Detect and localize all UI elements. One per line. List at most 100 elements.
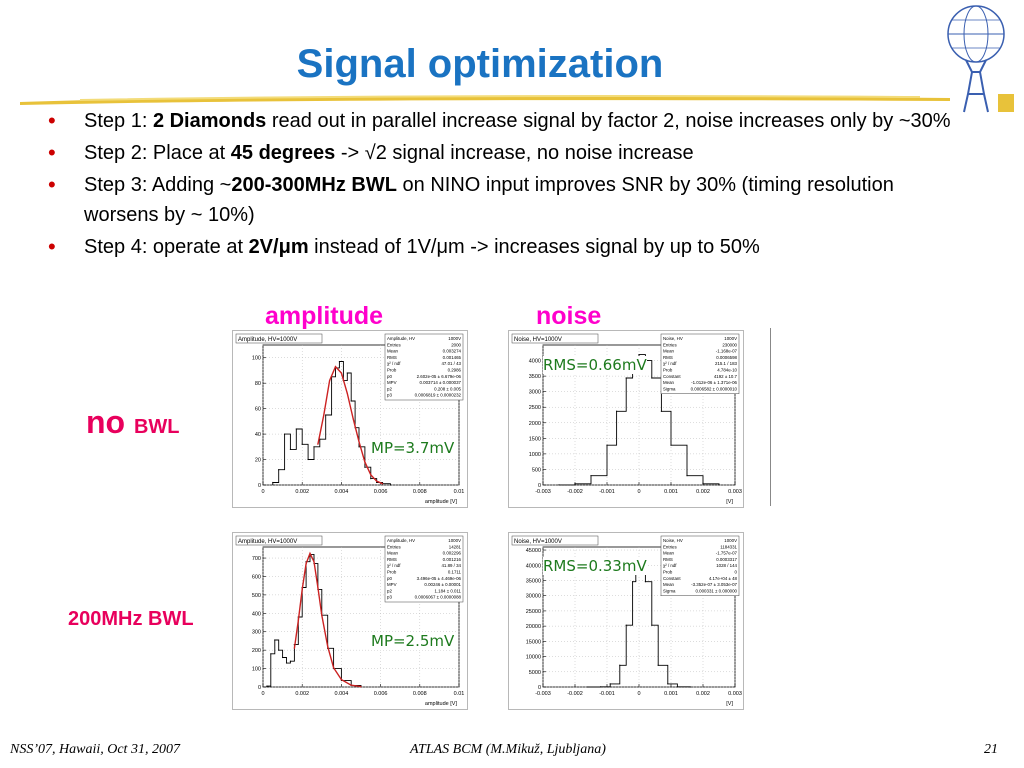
stats-value: 47.01 / 43 [441, 361, 461, 366]
stats-key: Mean [663, 582, 675, 587]
stats-key: p0 [387, 576, 392, 581]
x-axis-label: [V] [726, 499, 733, 505]
fit-point [364, 461, 366, 463]
plot-title-box [235, 535, 323, 546]
plot-title: Noise, HV=1000V [514, 539, 562, 545]
y-tick-label: 0 [258, 685, 261, 691]
stats-value: 0.001216 [443, 557, 462, 562]
stats-key: Sigma [663, 588, 676, 593]
data-point [266, 685, 268, 687]
stats-key: Prob [663, 368, 673, 373]
fit-curve [317, 365, 383, 485]
fit-point [332, 667, 335, 669]
y-tick-label: 200 [252, 648, 261, 654]
stats-key: Mean [663, 380, 675, 385]
x-tick-label: 0.01 [454, 489, 465, 495]
x-tick-label: 0.002 [696, 691, 710, 697]
stats-value: 0.002296 [443, 551, 462, 556]
fit-point [313, 561, 315, 563]
stats-key: Mean [387, 349, 399, 354]
data-point [625, 377, 627, 379]
data-point [718, 484, 720, 486]
x-tick-label: 0.004 [335, 489, 349, 495]
data-histogram [266, 553, 362, 687]
y-tick-label: 100 [252, 667, 261, 673]
x-tick-label: 0.001 [664, 489, 678, 495]
stats-key: χ² / ndf [663, 563, 677, 568]
plot-title: Amplitude, HV=1000V [238, 337, 297, 343]
plot-title: Noise, HV=1000V [514, 337, 562, 343]
y-tick-label: 45000 [526, 548, 541, 554]
x-tick-label: -0.002 [567, 691, 583, 697]
bullet-item: • Step 1: 2 Diamonds read out in parallel… [48, 106, 968, 136]
stats-value: 4.784e-10 [717, 368, 737, 373]
x-tick-label: -0.001 [599, 489, 615, 495]
stats-value: 1000V [448, 336, 461, 341]
stats-value: 0.00246 ± 0.00001 [424, 582, 461, 587]
stats-value: 0.001465 [443, 355, 462, 360]
stats-value: -1.168e-07 [716, 349, 738, 354]
stats-value: 0.1711 [448, 570, 462, 575]
data-point [638, 354, 640, 356]
data-point [346, 372, 348, 374]
x-tick-label: -0.003 [535, 691, 551, 697]
stats-key: Entries [387, 544, 401, 549]
stats-value: 1000V [448, 538, 461, 543]
x-tick-label: 0.002 [696, 489, 710, 495]
data-point [285, 662, 288, 664]
y-tick-label: 60 [255, 407, 261, 413]
data-point [313, 446, 315, 448]
data-point [574, 483, 576, 485]
fit-point [327, 645, 329, 648]
y-tick-label: 3000 [529, 390, 541, 396]
y-tick-label: 500 [252, 593, 261, 599]
data-point [283, 433, 286, 435]
x-tick-label: 0.001 [664, 691, 678, 697]
y-tick-label: 300 [252, 630, 261, 636]
data-point [325, 414, 327, 416]
x-tick-label: -0.001 [599, 691, 615, 697]
x-axis-label: amplitude [V] [425, 701, 458, 707]
data-point [657, 664, 659, 666]
annotation-mp-no-bwl: MP=3.7mV [371, 439, 455, 457]
data-point [600, 686, 602, 688]
stats-key: p2 [387, 386, 392, 391]
stats-value: 0 [735, 570, 738, 575]
fit-point [309, 552, 311, 555]
stats-value: 41.89 / 34 [441, 563, 461, 568]
data-point [606, 444, 608, 446]
row-label-200mhz-bwl: 200MHz BWL [68, 608, 194, 630]
stats-value: 3.496e-05 ± 4.469e-06 [417, 576, 462, 581]
data-point [289, 448, 292, 450]
fit-point [346, 392, 348, 394]
y-tick-label: 0 [538, 685, 541, 691]
plot-title-box [511, 333, 599, 344]
y-tick-label: 5000 [529, 670, 541, 676]
stats-value: 0.000331 ± 0.000000 [696, 588, 738, 593]
data-point [689, 686, 691, 688]
atlas-logo [947, 5, 1014, 113]
stats-key: RMS [663, 557, 673, 562]
footer-page-number: 21 [984, 742, 998, 757]
y-tick-label: 40000 [526, 563, 541, 569]
y-tick-label: 35000 [526, 578, 541, 584]
fit-point [321, 614, 323, 616]
data-point [670, 444, 672, 446]
x-tick-label: 0.003 [728, 691, 742, 697]
stats-key: χ² / ndf [387, 361, 401, 366]
y-tick-label: 20 [255, 458, 261, 464]
data-point [270, 653, 272, 655]
stats-value: 1184331 [720, 544, 737, 549]
stats-key: RMS [387, 557, 397, 562]
stats-value: 0.0003317 [716, 557, 737, 562]
stats-value: 0.0006598 [716, 355, 737, 360]
stats-value: 1000V [724, 538, 737, 543]
y-tick-label: 2000 [529, 421, 541, 427]
stats-value: 1028 / 144 [716, 563, 737, 568]
fit-point [376, 480, 378, 482]
fit-point [370, 474, 372, 476]
fit-point [340, 372, 342, 374]
y-tick-label: 80 [255, 381, 261, 387]
data-point [338, 360, 341, 363]
stats-value: 4.17e+04 ± 48 [709, 576, 738, 581]
